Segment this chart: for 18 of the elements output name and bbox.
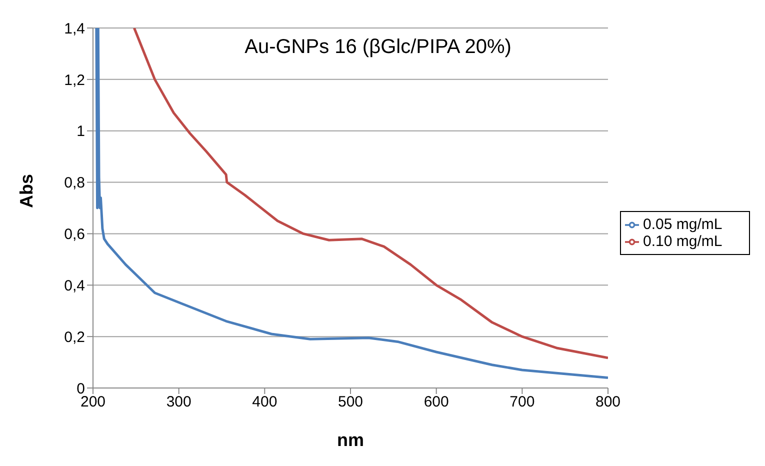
x-tick-label: 500 xyxy=(338,394,364,411)
x-tick-label: 800 xyxy=(595,394,621,411)
x-tick-label: 400 xyxy=(252,394,278,411)
y-tick-label: 0,8 xyxy=(64,174,85,192)
chart-title: Au-GNPs 16 (βGlc/PIPA 20%) xyxy=(244,36,512,59)
y-tick-label: 1 xyxy=(76,123,85,140)
y-tick-label: 1,2 xyxy=(64,72,85,89)
x-tick-label: 700 xyxy=(510,394,535,411)
y-axis-title: Abs xyxy=(16,174,36,208)
legend-label: 0.05 mg/mL xyxy=(643,216,722,233)
y-tick-label: 0,4 xyxy=(64,277,85,294)
x-axis-title: nm xyxy=(337,430,364,450)
legend-label: 0.10 mg/mL xyxy=(643,233,722,250)
x-tick-label: 300 xyxy=(166,394,192,411)
x-tick-label: 600 xyxy=(424,394,449,411)
y-tick-label: 0,2 xyxy=(64,328,85,346)
y-tick-label: 0,6 xyxy=(64,226,85,244)
y-tick-label: 1,4 xyxy=(64,20,85,38)
